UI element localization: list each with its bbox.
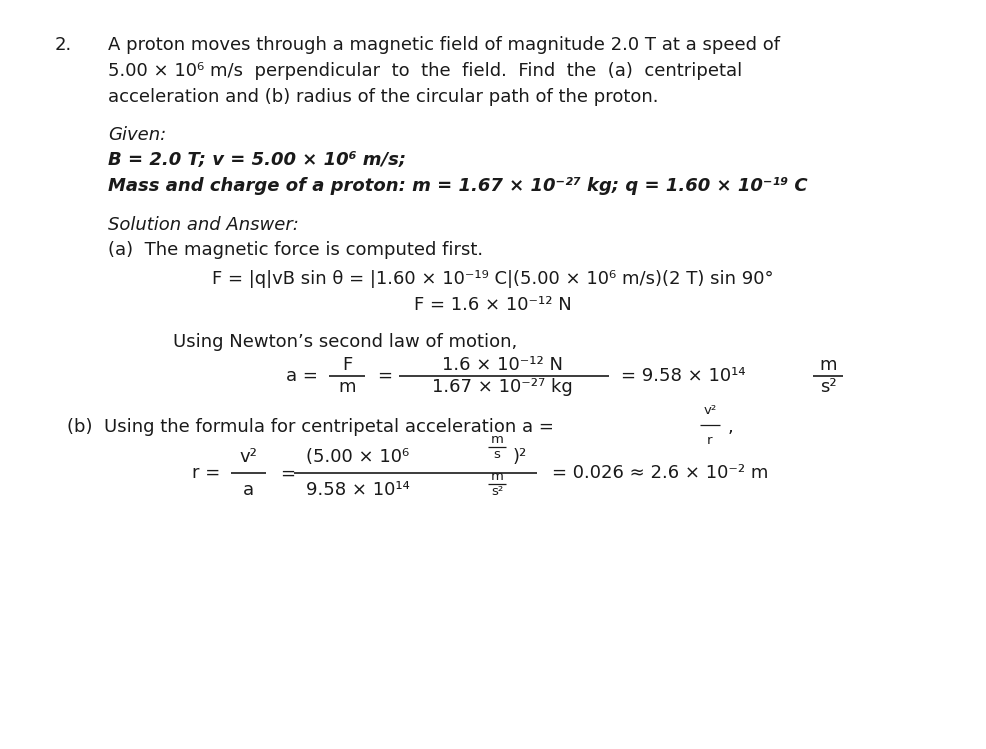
Text: A proton moves through a magnetic field of magnitude 2.0 T at a speed of: A proton moves through a magnetic field … [108, 36, 781, 54]
Text: s: s [494, 448, 500, 461]
Text: (5.00 × 10⁶: (5.00 × 10⁶ [306, 448, 409, 466]
Text: (b)  Using the formula for centripetal acceleration a =: (b) Using the formula for centripetal ac… [67, 418, 554, 436]
Text: v²: v² [240, 448, 257, 466]
Text: ,: , [728, 418, 734, 436]
Text: m: m [490, 470, 504, 483]
Text: F: F [342, 356, 352, 374]
Text: Solution and Answer:: Solution and Answer: [108, 216, 300, 234]
Text: 1.6 × 10⁻¹² N: 1.6 × 10⁻¹² N [443, 356, 563, 374]
Text: s²: s² [820, 378, 836, 396]
Text: a: a [243, 481, 254, 499]
Text: r =: r = [192, 464, 221, 482]
Text: 5.00 × 10⁶ m/s  perpendicular  to  the  field.  Find  the  (a)  centripetal: 5.00 × 10⁶ m/s perpendicular to the fiel… [108, 62, 742, 80]
Text: acceleration and (b) radius of the circular path of the proton.: acceleration and (b) radius of the circu… [108, 88, 659, 106]
Text: =: = [377, 367, 391, 385]
Text: F = 1.6 × 10⁻¹² N: F = 1.6 × 10⁻¹² N [414, 296, 572, 314]
Text: Using Newton’s second law of motion,: Using Newton’s second law of motion, [173, 333, 517, 351]
Text: m: m [338, 378, 356, 396]
Text: 2.: 2. [54, 36, 71, 54]
Text: B = 2.0 T; v = 5.00 × 10⁶ m/s;: B = 2.0 T; v = 5.00 × 10⁶ m/s; [108, 151, 406, 169]
Text: = 0.026 ≈ 2.6 × 10⁻² m: = 0.026 ≈ 2.6 × 10⁻² m [552, 464, 768, 482]
Text: r: r [707, 434, 713, 447]
Text: v²: v² [703, 404, 717, 417]
Text: =: = [280, 464, 295, 482]
Text: 1.67 × 10⁻²⁷ kg: 1.67 × 10⁻²⁷ kg [433, 378, 573, 396]
Text: = 9.58 × 10¹⁴: = 9.58 × 10¹⁴ [621, 367, 745, 385]
Text: (a)  The magnetic force is computed first.: (a) The magnetic force is computed first… [108, 241, 483, 259]
Text: 9.58 × 10¹⁴: 9.58 × 10¹⁴ [306, 481, 409, 499]
Text: m: m [819, 356, 837, 374]
Text: s²: s² [491, 485, 503, 498]
Text: )²: )² [513, 448, 527, 466]
Text: m: m [490, 433, 504, 446]
Text: Mass and charge of a proton: m = 1.67 × 10⁻²⁷ kg; q = 1.60 × 10⁻¹⁹ C: Mass and charge of a proton: m = 1.67 × … [108, 177, 809, 195]
Text: Given:: Given: [108, 126, 167, 144]
Text: a =: a = [286, 367, 317, 385]
Text: F = |q|vB sin θ = |1.60 × 10⁻¹⁹ C|(5.00 × 10⁶ m/s)(2 T) sin 90°: F = |q|vB sin θ = |1.60 × 10⁻¹⁹ C|(5.00 … [212, 270, 774, 288]
